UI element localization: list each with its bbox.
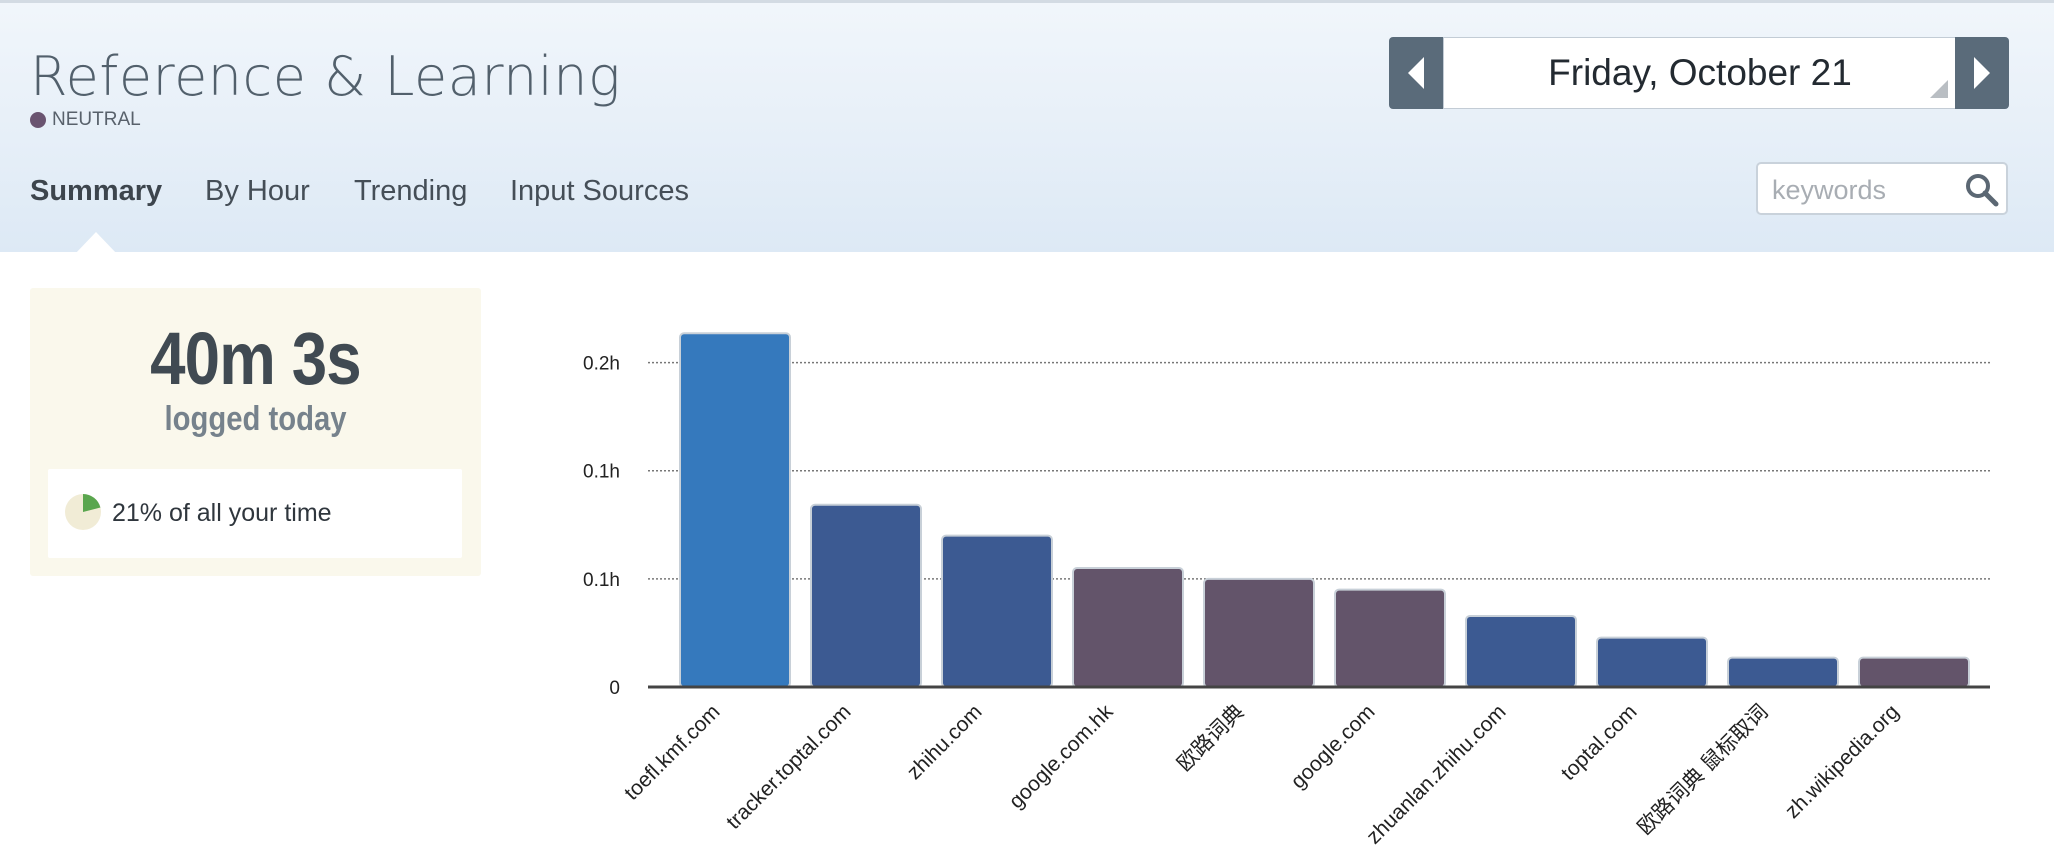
y-tick-label: 0.1h — [583, 462, 620, 483]
percent-box: 21% of all your time — [48, 469, 462, 558]
arrow-right-icon — [1974, 57, 1990, 89]
date-label: Friday, October 21 — [1548, 52, 1852, 93]
header: Reference & Learning NEUTRAL Summary By … — [0, 0, 2054, 255]
bar — [1203, 577, 1315, 689]
date-navigator: Friday, October 21 — [1389, 37, 2009, 109]
next-day-button[interactable] — [1955, 37, 2009, 109]
summary-card: 40m 3s logged today 21% of all your time — [30, 288, 481, 576]
y-tick-label: 0.1h — [583, 570, 620, 591]
x-tick-label: google.com.hk — [1005, 700, 1118, 813]
x-tick-label: toefl.kmf.com — [620, 700, 725, 805]
x-tick-label: zhuanlan.zhihu.com — [1362, 700, 1510, 848]
bar — [1465, 614, 1577, 688]
x-tick-label: zhihu.com — [903, 700, 987, 784]
bar — [1596, 636, 1708, 689]
total-time: 40m 3s — [150, 317, 362, 400]
tab-summary[interactable]: Summary — [30, 175, 163, 207]
bar — [810, 503, 922, 688]
bar — [1334, 588, 1446, 689]
bar — [1072, 567, 1184, 688]
search-input[interactable] — [1770, 172, 1954, 208]
y-tick-label: 0.2h — [583, 354, 620, 375]
date-picker[interactable]: Friday, October 21 — [1443, 37, 1957, 109]
total-time-caption: logged today — [164, 400, 347, 438]
bar — [1727, 656, 1839, 688]
productivity-label: NEUTRAL — [52, 109, 141, 130]
x-tick-label: google.com — [1286, 700, 1379, 793]
bar — [941, 534, 1053, 688]
x-tick-label: 欧路词典 鼠标取词 — [1633, 700, 1772, 839]
x-tick-label: zh.wikipedia.org — [1781, 700, 1904, 823]
x-tick-label: 欧路词典 — [1173, 700, 1249, 776]
pie-chart-icon — [65, 494, 101, 530]
active-tab-pointer — [74, 232, 118, 255]
tab-trending[interactable]: Trending — [354, 175, 468, 207]
category-title: Reference & Learning — [30, 45, 621, 108]
resize-corner-icon — [1930, 80, 1948, 98]
tab-by-hour[interactable]: By Hour — [205, 175, 310, 207]
x-tick-label: toptal.com — [1557, 700, 1642, 785]
tab-input-sources[interactable]: Input Sources — [510, 175, 689, 207]
y-tick-label: 0 — [609, 678, 620, 699]
bar — [1858, 656, 1970, 688]
x-tick-label: tracker.toptal.com — [722, 700, 855, 833]
search-icon[interactable] — [1964, 172, 2000, 208]
arrow-left-icon — [1408, 57, 1424, 89]
previous-day-button[interactable] — [1389, 37, 1443, 109]
percent-of-time: 21% of all your time — [112, 499, 332, 527]
productivity-dot-icon — [30, 112, 46, 128]
search-box — [1756, 162, 2008, 215]
bar — [679, 332, 791, 688]
bar-chart: 0 0.1h 0.1h 0.2h toefl.kmf.comtracker.toptal… — [583, 332, 1990, 849]
